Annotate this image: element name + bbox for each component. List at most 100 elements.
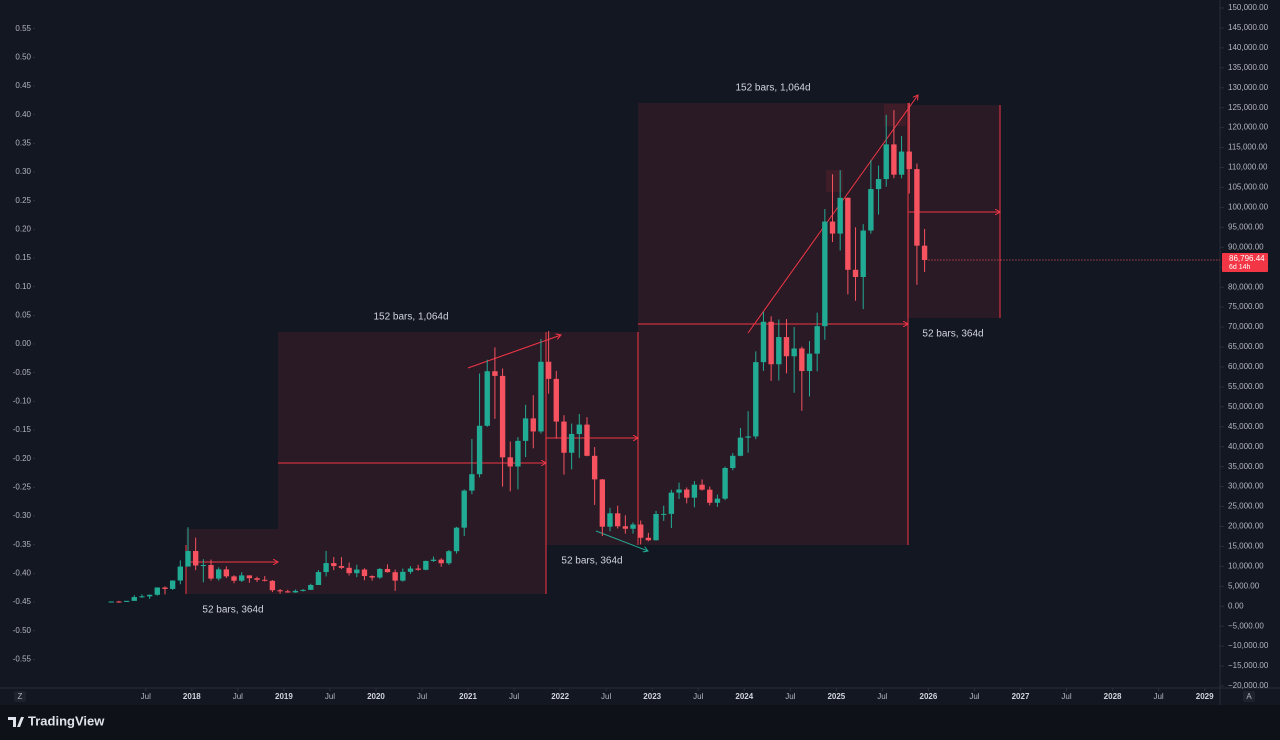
annotation: 52 bars, 364d: [561, 556, 622, 567]
candle-body: [799, 348, 805, 372]
candle-body: [576, 424, 582, 434]
brand-logo: [8, 717, 24, 727]
x-tick-label: Jul: [785, 692, 795, 701]
candle-body: [691, 484, 698, 498]
y-tick-label: 35,000.00: [1228, 462, 1264, 471]
candle-body: [614, 513, 621, 527]
y-tick-label: 30,000.00: [1228, 482, 1264, 491]
y-tick-label: 45,000.00: [1228, 422, 1264, 431]
y-tick-label: 65,000.00: [1228, 342, 1264, 351]
candle-body: [768, 321, 774, 365]
candle-body: [246, 575, 253, 579]
scale-button-label[interactable]: Z: [18, 692, 23, 701]
x-tick-label: Jul: [693, 692, 703, 701]
candle-body: [154, 587, 160, 595]
x-tick-label: 2025: [827, 692, 845, 701]
candle-body: [714, 498, 721, 503]
candle-body: [630, 524, 636, 529]
y-tick-label: 135,000.00: [1228, 63, 1269, 72]
candle-body: [875, 179, 882, 190]
candle-body: [476, 425, 483, 475]
price-tag-label: 86,796.44: [1229, 254, 1265, 263]
candle-body: [806, 353, 813, 372]
candle-body: [707, 489, 713, 503]
x-tick-label: Jul: [141, 692, 151, 701]
candle-body: [891, 144, 897, 175]
candle-body: [668, 492, 675, 514]
y2-tick-label: -0.10: [13, 396, 32, 405]
candle-body: [430, 559, 437, 561]
candle-body: [760, 321, 767, 363]
countdown-label: 6d 14h: [1229, 264, 1251, 271]
candle-body: [883, 144, 889, 180]
candle-body: [108, 601, 114, 603]
price-tag: [1222, 253, 1268, 273]
candle-body: [262, 579, 268, 581]
candle-body: [776, 337, 782, 365]
y2-tick-label: 0.35: [15, 138, 31, 147]
x-tick-label: 2029: [1196, 692, 1214, 701]
candle-body: [139, 596, 145, 598]
candle-body: [484, 371, 490, 426]
y-tick-label: 90,000.00: [1228, 242, 1264, 251]
x-tick-label: Jul: [969, 692, 979, 701]
candle-body: [308, 585, 314, 590]
candle-body: [737, 437, 744, 456]
y2-tick-label: 0.20: [15, 224, 31, 233]
y-tick-label: 55,000.00: [1228, 382, 1264, 391]
candle-body: [116, 601, 122, 603]
candle-body: [607, 513, 613, 527]
candle-body: [914, 169, 920, 246]
candle-body: [231, 576, 237, 581]
scale-button[interactable]: [14, 691, 26, 702]
y-tick-label: −10,000.00: [1228, 641, 1269, 650]
candle-body: [338, 566, 345, 568]
y2-tick-label: -0.50: [13, 626, 32, 635]
candle-body: [545, 361, 552, 379]
candle-body: [239, 575, 245, 581]
x-tick-label: 2019: [275, 692, 293, 701]
y2-tick-label: -0.05: [13, 368, 32, 377]
candle-body: [162, 587, 168, 589]
y-tick-label: 15,000.00: [1228, 542, 1264, 551]
highlight-box: [826, 170, 843, 192]
candle-body: [906, 151, 912, 170]
scale-button-label[interactable]: A: [1246, 692, 1252, 701]
candle-body: [492, 371, 498, 376]
candles: [108, 102, 928, 603]
y2-tick-label: 0.05: [15, 310, 31, 319]
candle-body: [722, 467, 728, 499]
annotation: 52 bars, 364d: [922, 329, 983, 340]
candle-body: [223, 569, 230, 577]
scale-button[interactable]: [1243, 691, 1255, 702]
candle-body: [277, 590, 283, 592]
y-tick-label: 145,000.00: [1228, 23, 1269, 32]
y2-tick-label: -0.30: [13, 511, 32, 520]
y-tick-label: 70,000.00: [1228, 322, 1264, 331]
y-tick-label: 25,000.00: [1228, 502, 1264, 511]
candle-body: [131, 597, 137, 601]
candle-body: [300, 589, 306, 591]
candle-body: [699, 484, 705, 490]
x-tick-label: Jul: [1153, 692, 1163, 701]
x-tick-label: 2028: [1104, 692, 1122, 701]
y2-tick-label: -0.55: [13, 654, 32, 663]
candle-body: [453, 527, 460, 552]
candle-body: [845, 197, 851, 270]
candle-body: [837, 197, 843, 234]
y-tick-label: 115,000.00: [1228, 143, 1268, 152]
y-tick-label: 100,000.00: [1228, 203, 1269, 212]
y2-tick-label: 0.40: [15, 110, 31, 119]
x-tick-label: 2026: [920, 692, 938, 701]
candle-body: [446, 551, 452, 564]
candle-body: [192, 550, 199, 566]
candle-body: [852, 269, 859, 277]
candle-body: [661, 513, 667, 515]
y-tick-label: 120,000.00: [1228, 123, 1269, 132]
candle-body: [384, 568, 391, 573]
candle-body: [392, 572, 398, 581]
candle-body: [868, 189, 874, 231]
y-tick-label: 50,000.00: [1228, 402, 1264, 411]
candle-body: [568, 433, 575, 453]
